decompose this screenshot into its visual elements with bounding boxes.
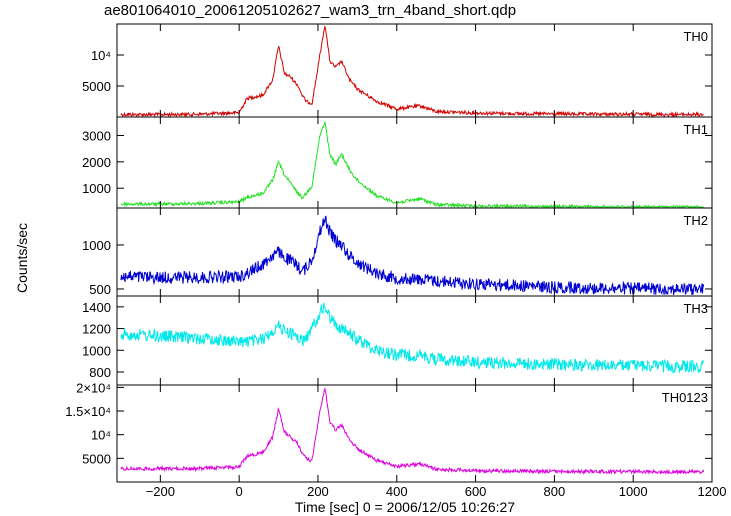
y-tick-label: 1000	[82, 181, 111, 196]
y-tick-label: 1400	[82, 300, 111, 315]
y-tick-label: 10⁴	[91, 428, 111, 443]
y-tick-label: 2000	[82, 155, 111, 170]
series-line-TH0123	[120, 387, 705, 476]
y-tick-label: 5000	[82, 451, 111, 466]
panel-label-TH3: TH3	[683, 301, 708, 316]
panel-label-TH1: TH1	[683, 122, 708, 137]
panel-frame-TH1	[116, 116, 713, 209]
chart-title: ae801064010_20061205102627_wam3_trn_4ban…	[104, 2, 517, 19]
panel-label-TH0: TH0	[683, 29, 708, 44]
panel-frame-TH0123	[116, 384, 713, 483]
y-tick-label: 10⁴	[91, 48, 111, 63]
x-tick-label: 800	[544, 484, 566, 499]
series-line-TH0	[120, 25, 704, 118]
y-tick-label: 1000	[82, 238, 111, 253]
y-tick-label: 1.5×10⁴	[65, 404, 111, 419]
y-tick-label: 1000	[82, 343, 111, 358]
y-tick-label: 1200	[82, 322, 111, 337]
x-tick-label: 1000	[619, 484, 648, 499]
x-axis-label: Time [sec] 0 = 2006/12/05 10:26:27	[294, 499, 516, 515]
series-line-TH1	[120, 120, 704, 209]
panel-frame-TH3	[116, 295, 713, 386]
y-tick-label: 5000	[82, 79, 111, 94]
panel-label-TH2: TH2	[683, 213, 708, 228]
y-tick-label: 500	[89, 282, 111, 297]
x-tick-label: 0	[236, 484, 243, 499]
y-tick-label: 2×10⁴	[76, 380, 111, 395]
x-tick-label: 1200	[698, 484, 727, 499]
x-tick-label: −200	[146, 484, 175, 499]
panel-label-TH0123: TH0123	[662, 390, 708, 405]
series-line-TH3	[120, 302, 705, 374]
x-tick-label: 200	[307, 484, 329, 499]
series-line-TH2	[120, 215, 705, 296]
x-tick-label: 600	[465, 484, 487, 499]
panel-frame-TH0	[116, 23, 713, 118]
y-tick-label: 800	[89, 365, 111, 380]
y-tick-label: 3000	[82, 128, 111, 143]
x-tick-label: 400	[386, 484, 408, 499]
